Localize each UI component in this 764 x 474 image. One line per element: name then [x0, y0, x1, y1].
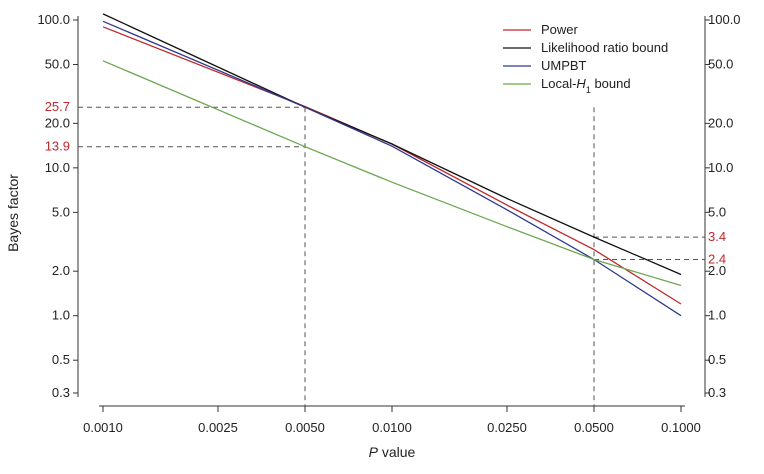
- x-tick-label: 0.0250: [487, 420, 527, 435]
- legend: Power Likelihood ratio bound UMPBT Local-H1…: [503, 22, 668, 95]
- x-tick-label: 0.0500: [574, 420, 614, 435]
- y-tick-label-right: 100.0: [708, 12, 741, 27]
- y-tick-label-left: 0.5: [52, 352, 70, 367]
- axes: 100.0 100.0 50.0 50.0 20.0 20.0 10.0 10.0 5.0 5.0…: [37, 12, 740, 435]
- x-tick-label: 0.0100: [372, 420, 412, 435]
- y-tick-label-left: 100.0: [37, 12, 70, 27]
- y-tick-label-right: 0.3: [708, 385, 726, 400]
- y-tick-label-right: 2.0: [708, 263, 726, 278]
- y-tick-label-left: 50.0: [45, 57, 70, 72]
- ref-value-label: 3.4: [708, 229, 726, 244]
- y-tick-label-right: 1.0: [708, 308, 726, 323]
- legend-label-sub: 1: [586, 85, 591, 95]
- x-axis-title-rest: value: [378, 444, 416, 460]
- y-axis-title: Bayes factor: [5, 174, 21, 252]
- ref-value-label: 2.4: [708, 251, 726, 266]
- series-line-1: [102, 13, 682, 276]
- y-tick-label-left: 20.0: [45, 115, 70, 130]
- y-tick-label-right: 5.0: [708, 204, 726, 219]
- y-tick-label-left: 0.3: [52, 385, 70, 400]
- x-tick-label: 0.1000: [661, 420, 701, 435]
- legend-label-part: bound: [591, 76, 631, 91]
- series-line-3: [102, 60, 682, 287]
- x-tick-label: 0.0025: [198, 420, 238, 435]
- series-lines: [102, 13, 682, 317]
- series-line-2: [102, 20, 682, 317]
- legend-label: Local-H1 bound: [541, 76, 631, 95]
- x-tick-label: 0.0010: [83, 420, 123, 435]
- y-tick-label-right: 0.5: [708, 352, 726, 367]
- y-tick-label-left: 10.0: [45, 160, 70, 175]
- x-tick-label: 0.0050: [285, 420, 325, 435]
- y-tick-label-right: 50.0: [708, 57, 733, 72]
- x-axis-title-italic: P: [369, 444, 379, 460]
- x-axis-title: P value: [369, 444, 416, 460]
- ref-value-label: 13.9: [45, 139, 70, 154]
- y-tick-label-right: 10.0: [708, 160, 733, 175]
- y-tick-label-right: 20.0: [708, 115, 733, 130]
- labels: P value Bayes factor: [5, 174, 416, 460]
- reference-lines: 25.7 13.9 3.4 2.4: [45, 99, 726, 406]
- y-tick-label-left: 2.0: [52, 263, 70, 278]
- y-tick-label-left: 5.0: [52, 204, 70, 219]
- legend-label-part: Local-: [541, 76, 576, 91]
- legend-label: UMPBT: [541, 58, 587, 73]
- y-tick-label-left: 1.0: [52, 308, 70, 323]
- ref-value-label: 25.7: [45, 99, 70, 114]
- legend-label: Power: [541, 22, 579, 37]
- legend-label-italic: H: [576, 76, 586, 91]
- legend-label: Likelihood ratio bound: [541, 40, 668, 55]
